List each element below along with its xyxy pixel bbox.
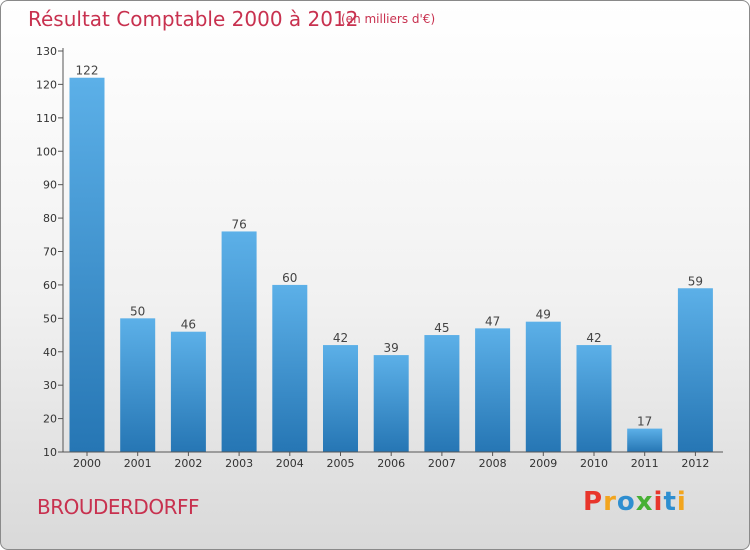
logo-letter: t <box>663 487 677 517</box>
x-tick-label: 2007 <box>428 457 456 470</box>
bar-2003 <box>221 231 257 452</box>
data-label-2005: 42 <box>333 331 348 345</box>
y-tick-label: 130 <box>36 45 57 58</box>
x-tick-label: 2003 <box>225 457 253 470</box>
x-tick-label: 2001 <box>124 457 152 470</box>
x-tick-label: 2011 <box>631 457 659 470</box>
y-tick-label: 70 <box>43 246 57 259</box>
logo-letter: o <box>616 487 636 517</box>
data-label-2001: 50 <box>130 304 145 318</box>
bar-2004 <box>272 284 308 452</box>
bar-2010 <box>576 345 612 452</box>
bar-2000 <box>69 77 105 452</box>
x-tick-label: 2012 <box>681 457 709 470</box>
logo-letter: P <box>583 487 604 517</box>
logo-letter: i <box>676 487 687 517</box>
chart-subtitle: (en milliers d'€) <box>341 12 436 26</box>
data-label-2007: 45 <box>434 321 449 335</box>
bar-2005 <box>323 345 358 452</box>
bar-2008 <box>475 328 511 452</box>
data-label-2010: 42 <box>586 331 601 345</box>
data-label-2002: 46 <box>181 318 196 332</box>
x-tick-label: 2000 <box>73 457 101 470</box>
y-axis-ticks: 10 20 30 40 50 60 70 80 90 100 110 120 130 <box>36 45 63 459</box>
data-label-2000: 122 <box>76 64 99 78</box>
y-tick-label: 50 <box>43 312 57 325</box>
bar-2011 <box>627 428 663 452</box>
data-label-2008: 47 <box>485 314 500 328</box>
y-tick-label: 40 <box>43 346 57 359</box>
data-label-2006: 39 <box>384 341 399 355</box>
logo-letter: r <box>603 487 617 517</box>
bar-2007 <box>424 335 460 452</box>
y-tick-label: 20 <box>43 413 57 426</box>
x-tick-label: 2005 <box>327 457 355 470</box>
x-tick-label: 2009 <box>529 457 557 470</box>
y-tick-label: 30 <box>43 379 57 392</box>
data-label-2012: 59 <box>688 274 703 288</box>
x-axis-labels: 2000 2001 2002 2003 2004 2005 2006 2007 2008 2009… <box>63 451 723 470</box>
data-label-2003: 76 <box>231 217 246 231</box>
y-tick-label: 60 <box>43 279 57 292</box>
x-tick-label: 2006 <box>377 457 405 470</box>
y-tick-label: 10 <box>43 446 57 459</box>
logo-letter: x <box>635 487 654 517</box>
y-tick-label: 110 <box>36 112 57 125</box>
bar-series <box>69 77 713 452</box>
data-labels: 122 50 46 76 60 42 39 45 47 49 42 17 59 <box>76 64 703 429</box>
x-tick-label: 2008 <box>479 457 507 470</box>
x-tick-label: 2004 <box>276 457 304 470</box>
logo-letter: i <box>653 487 664 517</box>
data-label-2011: 17 <box>637 415 652 429</box>
bar-2002 <box>170 331 206 452</box>
commune-name: BROUDERDORFF <box>37 495 199 519</box>
proxiti-logo[interactable]: Proxiti <box>583 487 687 517</box>
y-tick-label: 90 <box>43 179 57 192</box>
x-tick-label: 2002 <box>174 457 202 470</box>
chart-title: Résultat Comptable 2000 à 2012 <box>28 7 359 31</box>
data-label-2004: 60 <box>282 271 297 285</box>
y-tick-label: 80 <box>43 212 57 225</box>
x-tick-label: 2010 <box>580 457 608 470</box>
y-tick-label: 120 <box>36 78 57 91</box>
data-label-2009: 49 <box>536 308 551 322</box>
bar-2006 <box>373 355 409 452</box>
y-tick-label: 100 <box>36 145 57 158</box>
bar-2001 <box>120 318 156 452</box>
bar-2009 <box>525 321 561 452</box>
bar-2012 <box>677 288 713 452</box>
